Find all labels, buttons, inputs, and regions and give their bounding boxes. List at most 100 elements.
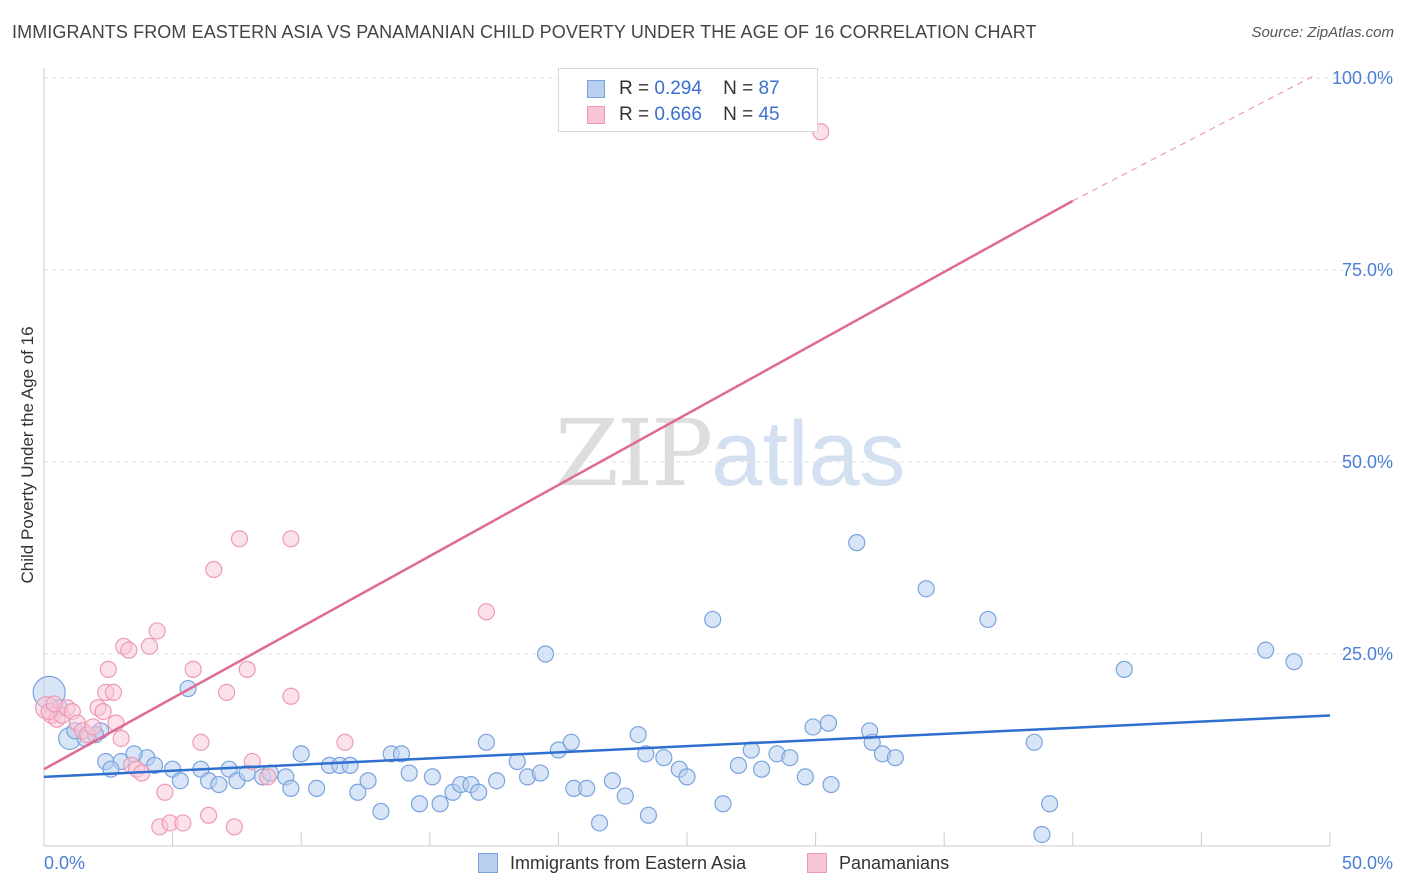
data-point-eastern-asia <box>917 580 935 598</box>
data-point-eastern-asia <box>639 806 658 824</box>
data-point-eastern-asia <box>752 760 771 778</box>
data-point-panamanians <box>259 768 277 786</box>
data-point-eastern-asia <box>145 756 164 774</box>
data-point-eastern-asia <box>822 775 840 794</box>
trendline-eastern-asia <box>43 714 1331 779</box>
y-tick-label: 75.0% <box>1342 260 1393 280</box>
data-point-eastern-asia <box>536 645 555 663</box>
legend-r-label: R = <box>619 78 650 99</box>
data-point-eastern-asia <box>1041 795 1059 813</box>
legend-swatch-blue <box>587 80 605 98</box>
data-point-eastern-asia <box>629 726 647 744</box>
y-tick-label: 100.0% <box>1332 68 1393 88</box>
data-point-eastern-asia <box>1033 825 1051 844</box>
y-tick-label: 50.0% <box>1342 452 1393 472</box>
data-point-eastern-asia <box>603 772 622 790</box>
data-point-eastern-asia <box>819 714 838 732</box>
data-point-eastern-asia <box>1257 641 1275 659</box>
data-point-panamanians <box>192 733 210 751</box>
data-point-eastern-asia <box>359 772 377 790</box>
data-point-panamanians <box>230 530 249 548</box>
data-point-eastern-asia <box>637 745 655 763</box>
data-point-eastern-asia <box>1285 653 1303 671</box>
data-point-panamanians <box>184 660 202 678</box>
data-point-eastern-asia <box>848 534 866 552</box>
legend-text-eastern-asia: R = 0.294 N = 87 <box>619 78 780 100</box>
legend-n-value: 87 <box>758 78 780 99</box>
data-point-panamanians <box>200 806 218 824</box>
data-point-panamanians <box>94 702 112 721</box>
data-point-panamanians <box>45 695 63 713</box>
data-point-eastern-asia <box>341 756 359 774</box>
data-point-panamanians <box>282 530 300 548</box>
data-point-eastern-asia <box>979 610 997 629</box>
data-point-panamanians <box>477 603 495 621</box>
data-point-panamanians <box>99 660 117 678</box>
y-tick-label: 25.0% <box>1342 644 1393 664</box>
data-point-eastern-asia <box>1025 733 1043 751</box>
source-credit: Source: ZipAtlas.com <box>1251 24 1394 41</box>
data-point-eastern-asia <box>349 783 367 801</box>
data-point-eastern-asia <box>210 775 228 794</box>
data-point-panamanians <box>156 783 174 801</box>
data-point-eastern-asia <box>171 772 189 790</box>
bottom-legend-swatch-pink <box>807 853 827 873</box>
data-point-eastern-asia <box>590 814 609 832</box>
data-point-eastern-asia <box>886 749 904 767</box>
correlation-legend: R = 0.294 N = 87 R = 0.666 N = 45 <box>558 68 818 132</box>
data-point-eastern-asia <box>488 772 506 790</box>
data-point-eastern-asia <box>655 749 673 767</box>
data-point-eastern-asia <box>372 802 390 821</box>
data-point-eastern-asia <box>562 733 580 751</box>
data-point-eastern-asia <box>400 764 418 782</box>
data-point-panamanians <box>225 818 243 836</box>
data-point-eastern-asia <box>431 795 449 813</box>
data-point-eastern-asia <box>410 795 429 813</box>
data-point-eastern-asia <box>423 768 441 786</box>
legend-text-panamanians: R = 0.666 N = 45 <box>619 104 780 126</box>
data-point-panamanians <box>148 622 166 640</box>
data-point-eastern-asia <box>678 768 696 786</box>
data-point-eastern-asia <box>477 733 495 751</box>
y-axis-label: Child Poverty Under the Age of 16 <box>18 326 37 584</box>
data-point-eastern-asia <box>796 768 814 786</box>
bottom-legend-label: Panamanians <box>839 853 950 873</box>
data-point-panamanians <box>336 733 354 751</box>
x-tick-label: 50.0% <box>1342 853 1393 873</box>
data-point-eastern-asia <box>704 610 722 629</box>
data-point-panamanians <box>140 637 159 655</box>
legend-r-label: R = <box>619 104 650 125</box>
data-point-panamanians <box>112 729 130 748</box>
legend-n-label: N = <box>723 78 754 99</box>
data-point-eastern-asia <box>578 779 596 798</box>
data-point-eastern-asia <box>714 795 732 813</box>
legend-n-label: N = <box>723 104 754 125</box>
x-tick-label: 0.0% <box>44 853 85 873</box>
data-point-panamanians <box>84 718 102 736</box>
chart-title: IMMIGRANTS FROM EASTERN ASIA VS PANAMANI… <box>12 22 1037 42</box>
data-point-panamanians <box>205 560 223 579</box>
trendline-panamanians <box>43 199 1074 771</box>
data-point-eastern-asia <box>308 779 326 798</box>
legend-r-value: 0.666 <box>654 104 702 125</box>
data-point-eastern-asia <box>392 745 411 763</box>
data-point-panamanians <box>120 641 138 659</box>
data-point-eastern-asia <box>729 756 748 774</box>
trendline-panamanians-extension <box>1072 73 1318 202</box>
data-point-panamanians <box>218 683 236 702</box>
data-point-panamanians <box>174 814 192 832</box>
data-point-eastern-asia <box>781 749 799 767</box>
bottom-legend-swatch-blue <box>478 853 498 873</box>
data-point-eastern-asia <box>549 741 568 759</box>
bottom-legend-label: Immigrants from Eastern Asia <box>510 853 747 873</box>
legend-n-value: 45 <box>758 104 780 125</box>
data-point-eastern-asia <box>470 783 488 801</box>
data-point-eastern-asia <box>804 718 822 736</box>
data-point-eastern-asia <box>616 787 634 805</box>
data-point-eastern-asia <box>1115 660 1133 678</box>
legend-r-value: 0.294 <box>654 78 702 99</box>
data-point-eastern-asia <box>531 764 549 782</box>
data-point-panamanians <box>104 683 123 702</box>
data-point-eastern-asia <box>508 752 526 771</box>
